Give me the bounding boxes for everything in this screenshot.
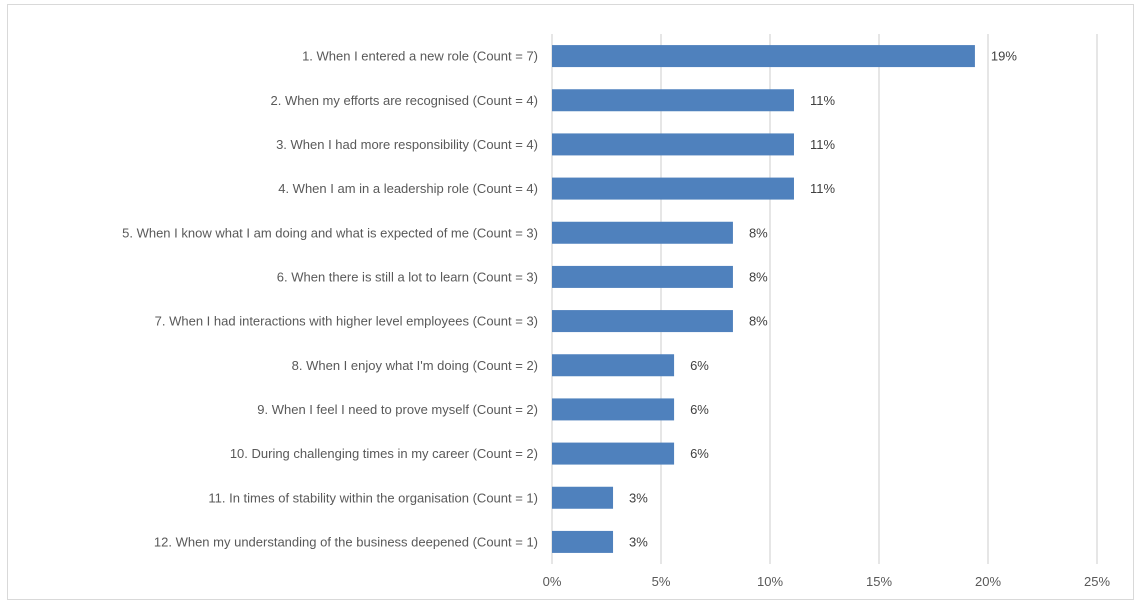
category-label: 10. During challenging times in my caree… <box>230 446 538 461</box>
bar <box>552 310 733 333</box>
data-label: 6% <box>690 358 709 373</box>
x-tick-label: 20% <box>975 574 1001 589</box>
bar <box>552 221 733 244</box>
category-label: 9. When I feel I need to prove myself (C… <box>257 402 538 417</box>
data-label: 3% <box>629 534 648 549</box>
x-tick-label: 15% <box>866 574 892 589</box>
x-axis-tick-labels: 0% 5% 10% 15% 20% 25% <box>543 574 1111 589</box>
bar <box>552 45 975 68</box>
bar <box>552 265 733 288</box>
x-tick-label: 0% <box>543 574 562 589</box>
bar <box>552 442 675 465</box>
data-label: 11% <box>810 93 835 108</box>
category-label: 6. When there is still a lot to learn (C… <box>277 269 538 284</box>
category-label: 11. In times of stability within the org… <box>208 490 538 505</box>
category-label: 2. When my efforts are recognised (Count… <box>271 93 538 108</box>
category-labels: 1. When I entered a new role (Count = 7)… <box>122 49 538 550</box>
bar <box>552 133 794 156</box>
data-label: 6% <box>690 446 709 461</box>
bar <box>552 354 675 377</box>
x-tick-label: 5% <box>652 574 671 589</box>
bar <box>552 177 794 200</box>
data-label: 19% <box>991 49 1017 64</box>
data-label: 8% <box>749 314 768 329</box>
category-label: 12. When my understanding of the busines… <box>154 534 538 549</box>
data-label: 8% <box>749 225 768 240</box>
bar <box>552 486 614 509</box>
data-labels: 19% 11% 11% 11% 8% 8% 8% 6% 6% 6% 3% 3% <box>629 49 1017 550</box>
data-label: 11% <box>810 137 835 152</box>
bars <box>552 45 975 553</box>
bar <box>552 530 614 553</box>
data-label: 11% <box>810 181 835 196</box>
category-label: 3. When I had more responsibility (Count… <box>276 137 538 152</box>
category-label: 7. When I had interactions with higher l… <box>155 314 538 329</box>
data-label: 8% <box>749 269 768 284</box>
data-label: 3% <box>629 490 648 505</box>
category-label: 4. When I am in a leadership role (Count… <box>278 181 538 196</box>
data-label: 6% <box>690 402 709 417</box>
category-label: 1. When I entered a new role (Count = 7) <box>302 49 538 64</box>
bar <box>552 398 675 421</box>
gridlines <box>551 34 1098 564</box>
category-label: 8. When I enjoy what I'm doing (Count = … <box>292 358 538 373</box>
x-tick-label: 10% <box>757 574 783 589</box>
x-tick-label: 25% <box>1084 574 1110 589</box>
bar <box>552 89 794 112</box>
category-label: 5. When I know what I am doing and what … <box>122 225 538 240</box>
